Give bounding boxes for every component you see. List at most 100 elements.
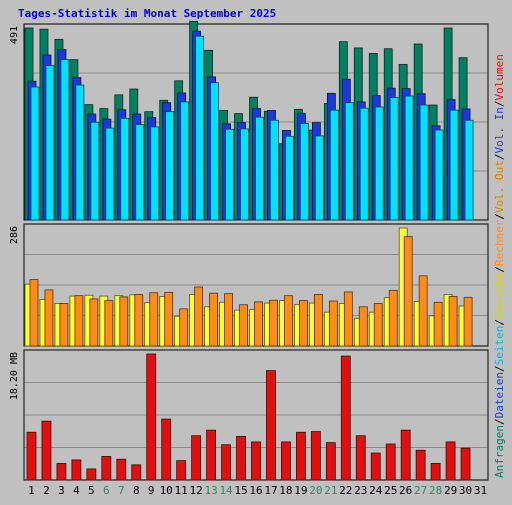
x-tick-label: 8 bbox=[133, 484, 140, 497]
x-tick-label: 19 bbox=[294, 484, 307, 497]
bar-seiten-day-2 bbox=[45, 65, 55, 221]
bar-volumen-day-28 bbox=[430, 462, 441, 481]
bar-rechner-day-11 bbox=[179, 308, 189, 347]
legend-entry: Besuche bbox=[493, 273, 506, 319]
x-tick-label: 31 bbox=[474, 484, 487, 497]
x-tick-label: 7 bbox=[118, 484, 125, 497]
bar-volumen-day-23 bbox=[355, 435, 366, 481]
legend-entry: / bbox=[493, 213, 506, 220]
bar-volumen-day-27 bbox=[415, 449, 426, 481]
y-max-label: 491 bbox=[9, 26, 20, 44]
bar-seiten-day-20 bbox=[314, 135, 324, 221]
bar-volumen-day-1 bbox=[26, 431, 37, 481]
bar-volumen-day-4 bbox=[71, 459, 82, 481]
bar-seiten-day-17 bbox=[270, 119, 279, 221]
bar-seiten-day-8 bbox=[135, 124, 145, 221]
bar-seiten-day-23 bbox=[359, 107, 369, 221]
bar-rechner-day-4 bbox=[74, 295, 84, 347]
bar-volumen-day-6 bbox=[101, 456, 112, 481]
bar-rechner-day-3 bbox=[59, 303, 69, 347]
x-tick-label: 16 bbox=[249, 484, 262, 497]
legend-entry: Volumen bbox=[493, 54, 506, 100]
bar-seiten-day-22 bbox=[344, 102, 354, 221]
y-max-label: 286 bbox=[9, 226, 20, 244]
bar-rechner-day-20 bbox=[313, 294, 323, 347]
bar-volumen-day-16 bbox=[251, 441, 261, 481]
bar-volumen-day-24 bbox=[370, 452, 381, 481]
bar-seiten-day-3 bbox=[60, 59, 70, 221]
bar-volumen-day-22 bbox=[340, 355, 351, 481]
legend-entry: / bbox=[493, 319, 506, 326]
bar-seiten-day-21 bbox=[329, 109, 339, 221]
x-tick-label: 26 bbox=[399, 484, 412, 497]
bar-seiten-day-28 bbox=[434, 129, 444, 221]
legend-entry: Seiten bbox=[493, 326, 506, 366]
bar-rechner-day-13 bbox=[209, 292, 219, 347]
bar-rechner-day-22 bbox=[343, 291, 353, 347]
bar-volumen-day-29 bbox=[445, 441, 456, 481]
bar-rechner-day-27 bbox=[418, 275, 428, 347]
bar-rechner-day-25 bbox=[388, 289, 398, 347]
bar-seiten-day-5 bbox=[90, 121, 100, 221]
bar-volumen-day-17 bbox=[266, 370, 276, 481]
bar-rechner-day-30 bbox=[463, 296, 473, 347]
bar-seiten-day-9 bbox=[150, 126, 160, 221]
bar-volumen-day-12 bbox=[191, 435, 202, 481]
x-tick-label: 9 bbox=[148, 484, 155, 497]
bar-rechner-day-14 bbox=[224, 293, 233, 347]
bar-rechner-day-5 bbox=[89, 298, 99, 347]
x-tick-label: 30 bbox=[459, 484, 472, 497]
bar-seiten-day-7 bbox=[120, 117, 130, 221]
x-tick-label: 1 bbox=[28, 484, 35, 497]
right-legend: Anfragen/Dateien/Seiten/Besuche/Rechner/… bbox=[493, 54, 506, 478]
bar-rechner-day-2 bbox=[44, 289, 54, 347]
bar-volumen-day-13 bbox=[206, 429, 216, 481]
x-tick-label: 11 bbox=[175, 484, 188, 497]
bar-rechner-day-12 bbox=[194, 286, 204, 347]
bar-volumen-day-3 bbox=[56, 462, 67, 481]
legend-entry: / bbox=[493, 365, 506, 372]
legend-entry: Dateien bbox=[493, 372, 506, 418]
bar-seiten-day-1 bbox=[30, 86, 40, 221]
bar-seiten-day-10 bbox=[165, 111, 175, 221]
bar-rechner-day-26 bbox=[403, 236, 413, 347]
bar-seiten-day-15 bbox=[240, 128, 249, 221]
x-tick-label: 10 bbox=[160, 484, 173, 497]
bar-volumen-day-15 bbox=[236, 435, 246, 481]
bar-rechner-day-1 bbox=[29, 279, 39, 347]
x-tick-label: 4 bbox=[73, 484, 80, 497]
legend-entry: / bbox=[493, 266, 506, 273]
bar-volumen-day-30 bbox=[460, 447, 471, 481]
bar-seiten-day-18 bbox=[285, 135, 294, 221]
x-tick-label: 28 bbox=[429, 484, 442, 497]
legend-entry: / bbox=[493, 418, 506, 425]
bar-rechner-day-29 bbox=[448, 296, 458, 347]
bar-seiten-day-30 bbox=[464, 119, 474, 221]
bar-volumen-day-26 bbox=[400, 429, 411, 481]
bar-rechner-day-17 bbox=[269, 299, 278, 347]
x-tick-label: 3 bbox=[58, 484, 65, 497]
bar-volumen-day-7 bbox=[116, 458, 127, 481]
bar-seiten-day-19 bbox=[300, 123, 309, 221]
bar-seiten-day-6 bbox=[105, 127, 115, 221]
x-tick-label: 12 bbox=[190, 484, 203, 497]
bar-volumen-day-14 bbox=[221, 444, 231, 481]
bar-volumen-day-18 bbox=[281, 441, 291, 481]
bar-volumen-day-10 bbox=[161, 418, 172, 481]
bar-volumen-day-19 bbox=[296, 431, 306, 481]
bar-volumen-day-2 bbox=[41, 420, 52, 481]
legend-entry: Rechner bbox=[493, 219, 506, 266]
chart-title: Tages-Statistik im Monat September 2025 bbox=[18, 7, 276, 20]
legend-entry: Anfragen bbox=[493, 425, 506, 478]
x-tick-label: 27 bbox=[414, 484, 427, 497]
bar-rechner-day-9 bbox=[149, 292, 159, 347]
bar-rechner-day-21 bbox=[328, 300, 338, 347]
x-tick-label: 6 bbox=[103, 484, 110, 497]
y-max-label: 18.20 MB bbox=[9, 352, 20, 400]
bar-volumen-day-25 bbox=[385, 443, 396, 481]
bar-rechner-day-7 bbox=[119, 296, 129, 347]
bar-volumen-day-11 bbox=[176, 460, 187, 481]
